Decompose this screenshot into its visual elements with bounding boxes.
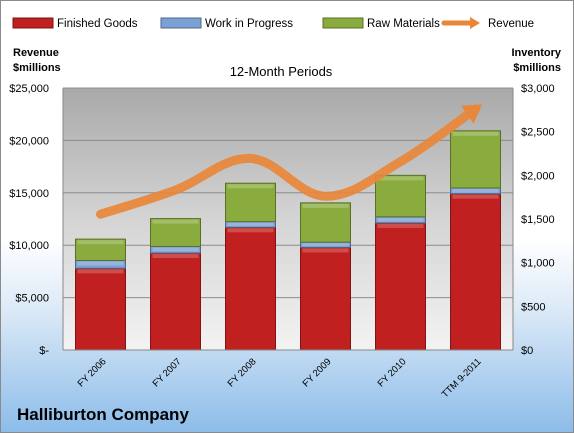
bar-highlight — [302, 248, 349, 253]
legend-swatch — [322, 17, 364, 29]
legend-label: Work in Progress — [205, 18, 293, 30]
right-tick-label: $2,000 — [521, 170, 555, 182]
bar-segment-raw-materials — [375, 174, 426, 218]
bar-highlight — [377, 217, 424, 222]
revenue-line — [96, 104, 480, 219]
bar-highlight — [77, 261, 124, 266]
bar-highlight — [377, 176, 424, 181]
bar-segment-raw-materials — [75, 238, 126, 261]
category-label: FY 2007 — [151, 356, 184, 389]
category-label: FY 2009 — [301, 356, 334, 389]
left-tick-label: $5,000 — [15, 293, 49, 305]
right-axis-title-line1: Inventory — [511, 47, 561, 59]
bar-highlight — [77, 240, 124, 245]
left-axis-title-line2: $millions — [13, 62, 61, 74]
right-tick-label: $500 — [521, 301, 545, 313]
legend-swatch — [160, 17, 202, 29]
legend-arrow — [470, 17, 480, 29]
bar-segment-finished-goods — [450, 193, 501, 351]
bar-highlight — [227, 222, 274, 227]
bar-highlight — [377, 223, 424, 228]
left-tick-label: $10,000 — [9, 240, 49, 252]
bar-group — [75, 130, 501, 351]
bar-segment-raw-materials — [225, 182, 276, 223]
left-tick-label: $20,000 — [9, 135, 49, 147]
bar-highlight — [302, 243, 349, 247]
right-tick-label: $2,500 — [521, 127, 555, 139]
bar-segment-finished-goods — [150, 252, 201, 351]
right-tick-label: $3,000 — [521, 83, 555, 95]
bar-segment-finished-goods — [225, 226, 276, 351]
right-axis-title-line2: $millions — [513, 62, 561, 74]
bar-highlight — [152, 219, 199, 224]
category-label: TTM 9-2011 — [440, 356, 484, 400]
bar-highlight — [227, 184, 274, 189]
bar-highlight — [227, 228, 274, 233]
left-tick-label: $- — [39, 345, 49, 357]
bar-highlight — [152, 254, 199, 259]
left-tick-label: $25,000 — [9, 83, 49, 95]
legend-label: Finished Goods — [57, 18, 138, 30]
left-axis-title-line1: Revenue — [13, 47, 59, 59]
bar-segment-finished-goods — [375, 222, 426, 351]
category-label: FY 2006 — [76, 356, 109, 389]
legend: Finished Goods Work in Progress Raw Materi… — [12, 17, 534, 30]
left-tick-label: $15,000 — [9, 188, 49, 200]
company-name: Halliburton Company — [17, 405, 189, 424]
legend-label: Raw Materials — [367, 18, 440, 30]
right-tick-label: $1,000 — [521, 258, 555, 270]
bar-segment-raw-materials — [300, 202, 351, 243]
bar-segment-finished-goods — [75, 267, 126, 351]
bar-highlight — [452, 131, 499, 136]
bar-segment-raw-materials — [450, 130, 501, 189]
bar-highlight — [452, 194, 499, 199]
bar-highlight — [452, 188, 499, 193]
chart-canvas: $- $5,000 $10,000 $15,000 $20,000 $25,000 $0 $5… — [9, 17, 562, 400]
chart-title: 12-Month Periods — [230, 64, 333, 79]
legend-label: Revenue — [488, 18, 534, 30]
bar-highlight — [77, 269, 124, 274]
revenue-line-group — [96, 104, 483, 219]
category-label: FY 2010 — [376, 356, 409, 389]
revenue-arrowhead — [460, 104, 483, 124]
bar-segment-finished-goods — [300, 246, 351, 351]
bar-highlight — [302, 203, 349, 208]
right-tick-label: $0 — [521, 345, 533, 357]
gridlines — [63, 87, 513, 299]
right-tick-label: $1,500 — [521, 214, 555, 226]
bar-highlight — [152, 247, 199, 252]
category-label: FY 2008 — [226, 356, 259, 389]
legend-swatch — [12, 17, 54, 29]
